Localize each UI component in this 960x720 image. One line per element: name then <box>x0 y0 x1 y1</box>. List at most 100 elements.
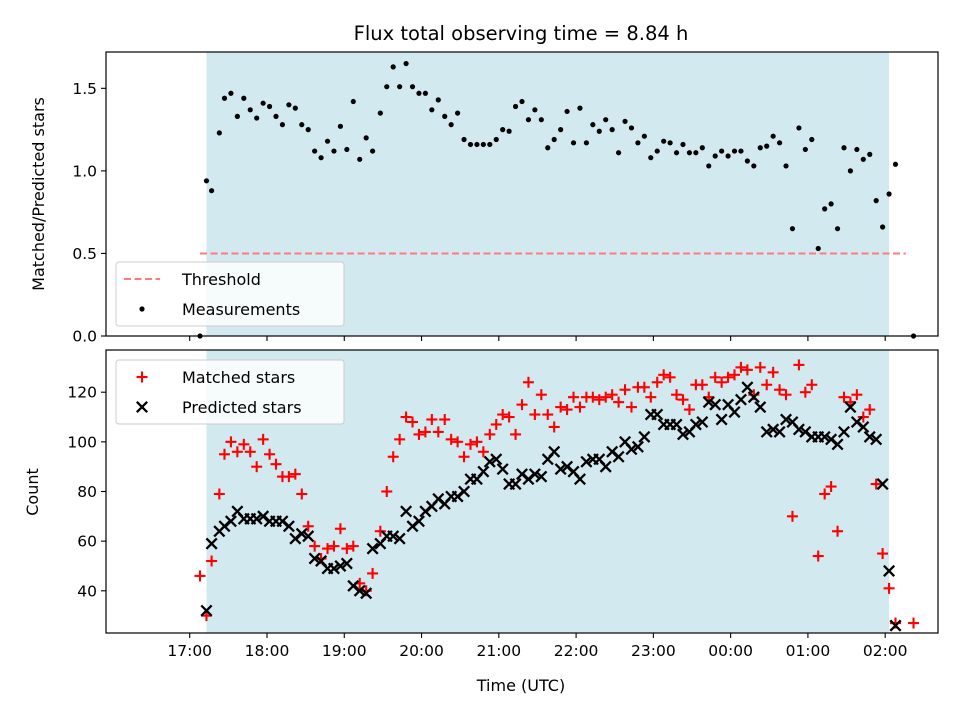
data-point <box>680 141 686 148</box>
data-point <box>509 478 522 491</box>
data-point <box>435 97 441 103</box>
data-point <box>670 418 683 431</box>
data-point <box>883 582 895 594</box>
data-point <box>638 430 651 443</box>
data-point <box>908 617 920 629</box>
data-point <box>216 130 222 136</box>
chart-title: Flux total observing time = 8.84 h <box>354 22 689 45</box>
data-point <box>394 433 406 445</box>
data-point <box>600 391 612 403</box>
data-point <box>331 148 337 154</box>
data-point <box>789 226 796 232</box>
data-point <box>792 423 805 436</box>
data-point <box>661 138 667 144</box>
data-point <box>273 113 279 119</box>
data-point <box>818 430 831 443</box>
x-tick-label: 20:00 <box>399 642 444 660</box>
data-point <box>593 394 605 406</box>
data-point <box>322 543 334 555</box>
data-point <box>251 461 263 473</box>
data-point <box>302 520 314 532</box>
data-point <box>841 145 847 151</box>
data-point <box>693 150 699 156</box>
data-point <box>822 206 828 212</box>
data-point <box>266 103 273 110</box>
data-point <box>516 399 528 411</box>
data-point <box>413 428 425 440</box>
data-point <box>844 401 857 414</box>
data-point <box>500 127 506 133</box>
data-point <box>754 401 767 414</box>
data-point <box>686 150 693 156</box>
top-panel: 0.0 0.5 1.0 1.5 Threshold Measurements <box>72 51 939 346</box>
data-point <box>564 108 570 115</box>
data-point <box>886 191 892 197</box>
data-point <box>606 389 618 401</box>
legend-marker <box>135 400 149 414</box>
data-point <box>645 391 657 403</box>
data-point <box>757 145 763 151</box>
data-point <box>796 125 802 131</box>
data-point <box>825 481 837 493</box>
data-point <box>400 411 412 423</box>
data-point <box>445 433 457 445</box>
data-point <box>760 425 773 438</box>
data-point <box>528 468 541 481</box>
data-point <box>696 379 708 391</box>
data-point <box>877 548 889 560</box>
data-point <box>327 562 340 575</box>
data-point <box>731 148 738 154</box>
data-point <box>522 376 534 388</box>
data-point <box>200 604 213 617</box>
data-point <box>374 525 386 537</box>
data-point <box>519 98 525 105</box>
data-point <box>353 584 366 597</box>
data-point <box>809 136 815 143</box>
data-point <box>802 146 808 153</box>
data-point <box>702 396 715 409</box>
data-point <box>357 156 363 162</box>
data-point <box>474 141 480 148</box>
data-point <box>370 148 376 154</box>
data-point <box>635 140 641 146</box>
data-point <box>725 153 731 159</box>
data-point <box>412 515 425 528</box>
data-point <box>780 413 793 426</box>
data-point <box>419 426 431 438</box>
data-point <box>558 127 564 133</box>
data-point <box>218 448 230 460</box>
data-point <box>555 401 567 413</box>
data-point <box>651 408 664 421</box>
data-point <box>728 406 741 419</box>
data-point <box>422 90 429 96</box>
data-point <box>741 364 753 376</box>
data-point <box>648 155 654 161</box>
data-point <box>625 401 637 413</box>
data-point <box>761 379 773 391</box>
data-point <box>416 90 422 96</box>
data-point <box>738 148 744 154</box>
data-point <box>228 90 234 96</box>
x-tick-label: 17:00 <box>167 642 212 660</box>
data-point <box>587 391 599 403</box>
data-point <box>613 396 625 408</box>
data-point <box>819 488 831 500</box>
x-tick-label: 21:00 <box>476 642 521 660</box>
data-point <box>344 146 350 153</box>
data-point <box>206 555 218 567</box>
data-point <box>892 161 899 167</box>
data-point <box>628 125 635 131</box>
data-point <box>409 84 416 90</box>
data-point <box>615 150 622 156</box>
data-point <box>340 557 353 570</box>
data-point <box>264 448 276 460</box>
data-point <box>477 446 489 458</box>
data-point <box>622 118 628 124</box>
axes-frame <box>105 51 939 337</box>
data-point <box>548 421 560 433</box>
data-point <box>360 587 373 600</box>
data-point <box>689 418 702 431</box>
data-point <box>619 384 631 396</box>
data-point <box>292 105 298 111</box>
